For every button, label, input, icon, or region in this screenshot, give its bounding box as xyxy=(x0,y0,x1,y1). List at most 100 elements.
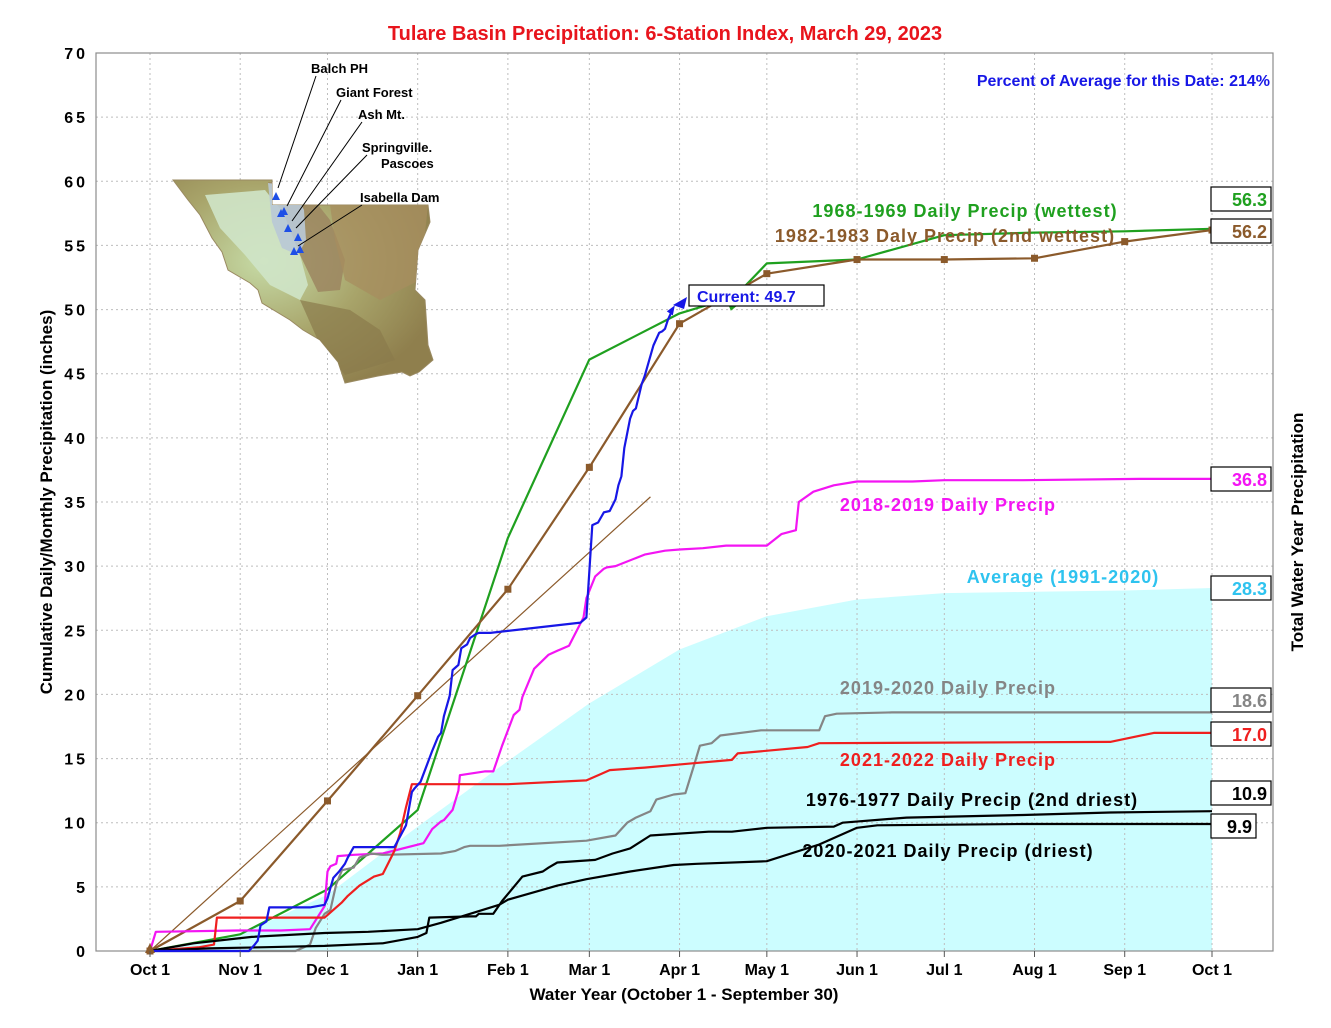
y-axis-label: Cumulative Daily/Monthly Precipitation (… xyxy=(37,310,56,694)
station-leader-line xyxy=(295,154,368,229)
series-marker xyxy=(323,797,331,805)
end-value-56-3: 56.3 xyxy=(1210,186,1272,212)
series-marker xyxy=(585,463,593,471)
end-value-text: 10.9 xyxy=(1232,784,1267,804)
current-value-box xyxy=(688,284,825,307)
series-line-2019-2020-daily-precip xyxy=(150,711,1212,953)
southern-mountains xyxy=(300,300,395,375)
plot-frame xyxy=(95,52,1274,952)
y-tick-label: 45 xyxy=(64,367,88,384)
series-marker xyxy=(763,270,771,278)
end-value-text: 18.6 xyxy=(1232,691,1267,711)
x-tick-label: Jul 1 xyxy=(926,962,963,979)
series-marker xyxy=(1121,238,1129,246)
x-tick-label: Dec 1 xyxy=(306,962,349,979)
series-line-2021-2022-daily-precip xyxy=(149,731,1212,953)
end-value-36-8: 36.8 xyxy=(1210,466,1272,492)
series-label-2019-2020-daily-precip: 2019-2020 Daily Precip xyxy=(840,678,1056,698)
x-axis-label: Water Year (October 1 - September 30) xyxy=(530,985,839,1004)
station-label-pascoes: Pascoes xyxy=(381,156,434,171)
x-tick-label: Oct 1 xyxy=(1192,962,1232,979)
y-tick-label: 50 xyxy=(64,303,88,320)
station-marker xyxy=(294,233,302,241)
current-value-callout: Current: 49.7 xyxy=(673,284,825,309)
end-value-text: 56.3 xyxy=(1232,190,1267,210)
station-marker xyxy=(272,192,280,200)
station-labels: Balch PH Giant Forest Ash Mt. Springville.P… xyxy=(277,61,440,247)
end-value-9-9: 9.9 xyxy=(1210,813,1257,839)
station-label-isabella-dam: Isabella Dam xyxy=(360,190,440,205)
x-axis-ticks: Oct 1 Nov 1 Dec 1 Jan 1 Feb 1 Mar 1 Apr 1 May 1… xyxy=(130,951,1232,979)
series-marker xyxy=(414,692,422,700)
right-axis-label: Total Water Year Precipitation xyxy=(1288,413,1307,652)
end-value-box xyxy=(1210,813,1257,839)
end-value-text: 36.8 xyxy=(1232,470,1267,490)
end-value-28-3: 28.3 xyxy=(1210,575,1272,601)
y-tick-label: 0 xyxy=(76,944,88,961)
series-label-2021-2022-daily-precip: 2021-2022 Daily Precip xyxy=(840,750,1056,770)
y-tick-label: 65 xyxy=(64,110,88,127)
y-axis-ticks: 0 5 10 15 20 25 30 35 40 45 50 55 60 65 70 xyxy=(64,46,88,961)
x-tick-label: May 1 xyxy=(745,962,790,979)
station-marker xyxy=(277,209,285,217)
station-leader-line xyxy=(297,204,363,247)
station-label-ash-mt: Ash Mt. xyxy=(358,107,405,122)
average-area-layer xyxy=(150,588,1212,951)
station-leader-line xyxy=(286,99,342,207)
series-line-2020-2021-daily-precip-driest xyxy=(149,822,1212,953)
end-value-box xyxy=(1210,721,1272,747)
station-markers xyxy=(272,192,304,255)
series-marker xyxy=(853,256,861,264)
station-label-giant-forest: Giant Forest xyxy=(336,85,413,100)
y-tick-label: 55 xyxy=(64,238,88,255)
series-line-1976-1977-daily-precip-2nd-driest xyxy=(149,810,1213,953)
y-tick-label: 15 xyxy=(64,752,88,769)
series-marker xyxy=(236,897,244,905)
station-marker xyxy=(296,245,304,253)
station-leader-line xyxy=(277,75,317,189)
y-tick-label: 5 xyxy=(76,880,88,897)
trend-line-layer xyxy=(149,496,651,952)
average-label: Average (1991-2020) xyxy=(967,567,1159,587)
y-tick-label: 10 xyxy=(64,816,88,833)
x-tick-label: Aug 1 xyxy=(1012,962,1057,979)
origin-marker xyxy=(145,943,155,953)
percent-of-average: Percent of Average for this Date: 214% xyxy=(977,73,1270,90)
series-label-1976-1977-daily-precip-2nd-driest: 1976-1977 Daily Precip (2nd driest) xyxy=(806,790,1138,810)
desert-region xyxy=(330,205,428,300)
station-leader-line xyxy=(291,121,363,222)
current-point-marker xyxy=(666,305,675,316)
series-line-2018-2019-daily-precip xyxy=(148,477,1212,952)
y-tick-label: 60 xyxy=(64,174,88,191)
x-tick-label: Mar 1 xyxy=(568,962,610,979)
current-value-arrow xyxy=(673,297,687,309)
x-tick-label: Jan 1 xyxy=(397,962,438,979)
station-marker xyxy=(284,224,292,232)
series-label-1968-1969-daily-precip-wettest: 1968-1969 Daily Precip (wettest) xyxy=(812,201,1117,221)
end-value-17-0: 17.0 xyxy=(1210,721,1272,747)
california-map: Balch PH Giant Forest Ash Mt. Springville.P… xyxy=(172,61,440,384)
x-tick-label: Apr 1 xyxy=(659,962,700,979)
series-label-2018-2019-daily-precip: 2018-2019 Daily Precip xyxy=(840,495,1056,515)
series-marker xyxy=(940,256,948,264)
y-tick-label: 25 xyxy=(64,623,88,640)
current-value-label: Current: 49.7 xyxy=(697,289,796,306)
end-value-box xyxy=(1210,186,1272,212)
x-tick-label: Nov 1 xyxy=(218,962,262,979)
end-value-box xyxy=(1210,218,1272,244)
end-value-text: 9.9 xyxy=(1227,817,1252,837)
x-tick-label: Oct 1 xyxy=(130,962,170,979)
end-value-text: 56.2 xyxy=(1232,222,1267,242)
y-tick-label: 40 xyxy=(64,431,88,448)
end-value-text: 28.3 xyxy=(1232,579,1267,599)
chart-title: Tulare Basin Precipitation: 6-Station In… xyxy=(388,23,942,45)
x-tick-label: Feb 1 xyxy=(487,962,529,979)
x-tick-label: Jun 1 xyxy=(836,962,878,979)
end-value-box xyxy=(1210,687,1272,713)
end-value-text: 17.0 xyxy=(1232,725,1267,745)
end-value-box xyxy=(1210,780,1272,806)
average-area xyxy=(150,588,1212,951)
series-label-layer: 1968-1969 Daily Precip (wettest) 1982-198… xyxy=(775,201,1159,861)
